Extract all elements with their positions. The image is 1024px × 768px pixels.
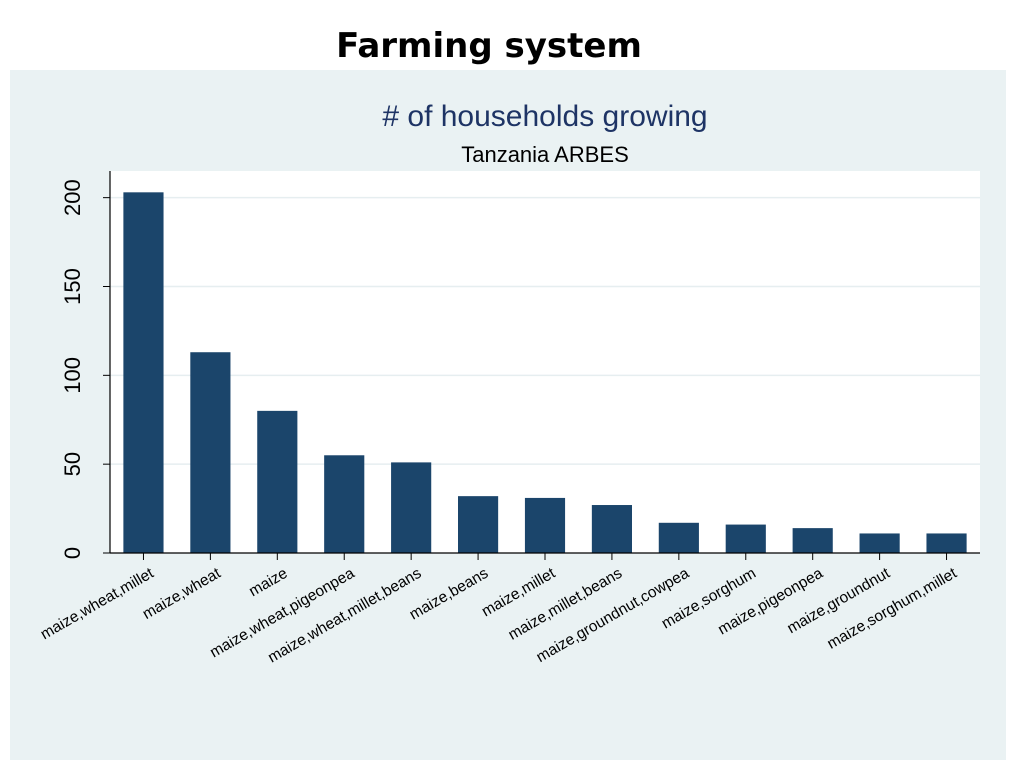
y-tick-label: 150 [60, 268, 85, 305]
bar [257, 410, 298, 553]
bars [123, 192, 967, 553]
plot-area [110, 171, 980, 553]
slide-title: Farming system [336, 26, 642, 66]
x-tick-label: maize [246, 565, 290, 600]
bar [391, 462, 432, 553]
bar [123, 192, 164, 553]
y-tick-label: 0 [60, 547, 85, 559]
chart-subtitle: Tanzania ARBES [461, 142, 629, 167]
bar [926, 533, 967, 553]
y-tick-label: 100 [60, 357, 85, 394]
bar [591, 505, 632, 553]
bar [324, 455, 365, 553]
x-tick-label: maize,millet,beans [505, 565, 625, 644]
bar [658, 522, 699, 553]
y-tick-label: 200 [60, 179, 85, 216]
x-tick-label: maize,sorghum,millet [824, 564, 960, 652]
gridlines [110, 196, 980, 465]
y-tick-label: 50 [60, 452, 85, 476]
bar [792, 528, 833, 553]
bar [458, 496, 499, 553]
bar [859, 533, 900, 553]
x-tick-label: maize,wheat,millet [38, 564, 158, 643]
y-tick-labels: 0 50 100 150 200 [60, 179, 110, 559]
bar [190, 352, 231, 553]
bar [725, 524, 766, 553]
chart-title: # of households growing [382, 100, 707, 133]
bar [524, 497, 566, 553]
